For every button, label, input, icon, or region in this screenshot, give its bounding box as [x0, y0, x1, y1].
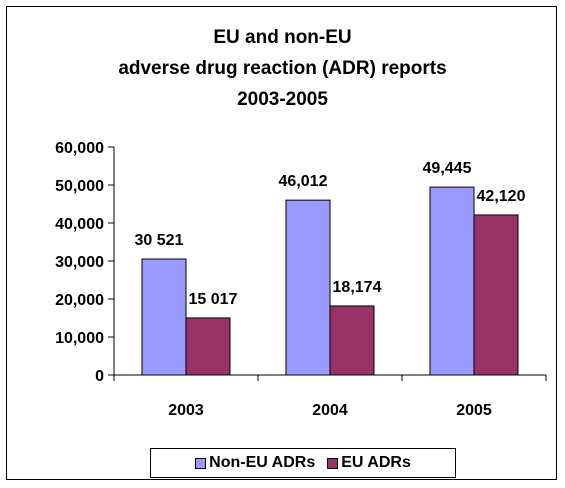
y-tick-label: 10,000 [55, 330, 104, 347]
bar [473, 214, 519, 376]
data-label: 49,445 [423, 160, 472, 177]
data-label: 15 017 [189, 291, 238, 308]
data-label: 42,120 [477, 188, 526, 205]
x-tick-label: 2004 [312, 402, 348, 419]
legend: Non-EU ADRs EU ADRs [150, 448, 456, 478]
y-tick-label: 40,000 [55, 216, 104, 233]
y-tick-label: 30,000 [55, 254, 104, 271]
data-label: 46,012 [279, 173, 328, 190]
bar [329, 305, 375, 376]
chart-title: EU and non-EU adverse drug reaction (ADR… [0, 22, 565, 115]
legend-label-non-eu: Non-EU ADRs [209, 454, 316, 471]
x-tick-label: 2005 [456, 402, 492, 419]
legend-item-non-eu: Non-EU ADRs [195, 454, 315, 472]
legend-swatch-eu [327, 457, 339, 469]
legend-swatch-non-eu [195, 457, 207, 469]
chart-title-line-2: adverse drug reaction (ADR) reports [118, 58, 447, 79]
bar [429, 186, 475, 376]
y-tick-label: 0 [95, 368, 104, 385]
legend-label-eu: EU ADRs [341, 454, 411, 471]
data-label: 18,174 [333, 279, 382, 296]
legend-item-eu: EU ADRs [327, 454, 411, 472]
data-label: 30 521 [135, 232, 184, 249]
chart-title-line-1: EU and non-EU [213, 27, 352, 48]
y-tick-label: 50,000 [55, 178, 104, 195]
bar [141, 258, 187, 376]
bar [185, 317, 231, 376]
y-tick-label: 20,000 [55, 292, 104, 309]
y-tick-label: 60,000 [55, 140, 104, 157]
bar [285, 199, 331, 376]
chart-title-line-3: 2003-2005 [237, 89, 328, 110]
x-tick-label: 2003 [168, 402, 204, 419]
